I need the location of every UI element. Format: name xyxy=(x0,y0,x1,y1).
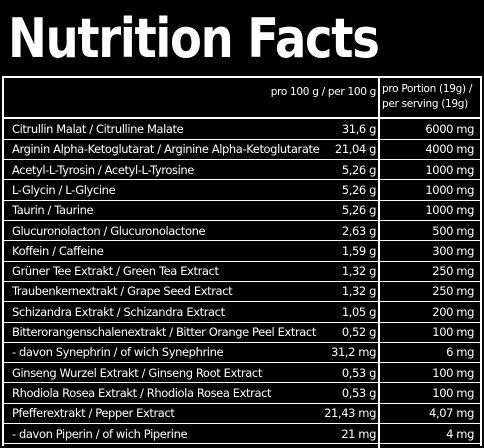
row-divider xyxy=(4,382,480,384)
header-divider xyxy=(4,117,480,119)
table-row: Glucuronolacton / Glucuronolactone 2,63 g… xyxy=(4,221,480,241)
amount-per-serving: 100 mg xyxy=(432,325,474,339)
table-row: - davon Synephrin / of wich Synephrine 31… xyxy=(4,342,480,362)
amount-per-100g: 21,43 mg xyxy=(324,406,376,421)
amount-per-100g: 1,32 g xyxy=(341,284,376,299)
table-row: Bitterorangenschalenextrakt / Bitter Ora… xyxy=(4,322,480,342)
ingredient-name: Traubenkernextrakt / Grape Seed Extract xyxy=(12,284,233,299)
row-divider xyxy=(4,402,480,404)
row-divider xyxy=(4,341,480,343)
ingredient-name: Acetyl-L-Tyrosin / Acetyl-L-Tyrosine xyxy=(12,162,194,177)
nutrition-table: pro 100 g / per 100 g pro Portion (19g) … xyxy=(2,76,482,448)
table-row: Arginin Alpha-Ketoglutarat / Arginine Al… xyxy=(4,139,480,159)
ingredient-name: Grüner Tee Extrakt / Green Tea Extract xyxy=(12,264,219,279)
amount-per-100g: 21 mg xyxy=(341,426,376,441)
row-divider xyxy=(4,260,480,262)
amount-per-serving: 100 mg xyxy=(432,365,474,380)
ingredient-name: - davon Piperin / of wich Piperine xyxy=(12,426,188,441)
row-divider xyxy=(4,240,480,242)
header-name-cell xyxy=(4,78,380,118)
ingredient-name: Pfefferextrakt / Pepper Extract xyxy=(12,406,175,421)
ingredient-name: L-Glycin / L-Glycine xyxy=(12,182,116,197)
ingredient-name: - davon Synephrin / of wich Synephrine xyxy=(12,345,224,360)
amount-per-serving: 1000 mg xyxy=(425,203,474,218)
row-divider xyxy=(4,199,480,201)
row-divider xyxy=(4,179,480,181)
amount-per-100g: 0,53 g xyxy=(341,385,376,400)
table-header: pro 100 g / per 100 g pro Portion (19g) … xyxy=(4,78,480,118)
header-per-serving-line1: pro Portion (19g) / xyxy=(382,83,473,95)
table-row: Koffein / Caffeine 1,59 g 300 mg xyxy=(4,241,480,261)
ingredient-name: Ginseng Wurzel Extrakt / Ginseng Root Ex… xyxy=(12,365,262,380)
amount-per-serving: 300 mg xyxy=(432,243,474,258)
amount-per-serving: 4,07 mg xyxy=(429,406,474,421)
ingredient-name: Glucuronolacton / Glucuronolactone xyxy=(12,223,206,238)
ingredient-name: Rhodiola Rosea Extrakt / Rhodiola Rosea … xyxy=(12,385,272,400)
amount-per-serving: 500 mg xyxy=(432,223,474,238)
row-divider xyxy=(4,280,480,282)
table-row: L-Glycin / L-Glycine 5,26 g 1000 mg xyxy=(4,180,480,200)
table-row: Citrullin Malat / Citrulline Malate 31,6 … xyxy=(4,119,480,139)
amount-per-100g: 5,26 g xyxy=(341,182,376,197)
amount-per-100g: 1,59 g xyxy=(341,243,376,258)
table-row: Schizandra Extrakt / Schizandra Extract 1… xyxy=(4,302,480,322)
row-divider xyxy=(4,138,480,140)
ingredient-name: Taurin / Taurine xyxy=(12,203,94,218)
row-divider xyxy=(4,159,480,161)
amount-per-serving: 4000 mg xyxy=(425,142,474,157)
amount-per-serving: 250 mg xyxy=(432,264,474,279)
table-row: Grüner Tee Extrakt / Green Tea Extract 1,… xyxy=(4,261,480,281)
ingredient-name: Citrullin Malat / Citrulline Malate xyxy=(12,122,184,136)
amount-per-serving: 250 mg xyxy=(432,284,474,299)
amount-per-100g: 5,26 g xyxy=(341,203,376,218)
row-divider xyxy=(4,321,480,323)
row-divider xyxy=(4,220,480,221)
table-row: Acetyl-L-Tyrosin / Acetyl-L-Tyrosine 5,26… xyxy=(4,160,480,180)
row-divider xyxy=(4,301,480,303)
amount-per-100g: 21,04 g xyxy=(334,142,376,157)
amount-per-serving: 100 mg xyxy=(432,385,474,400)
header-per-serving: pro Portion (19g) / per serving (19g) xyxy=(382,82,478,112)
header-per-serving-line2: per serving (19g) xyxy=(382,98,468,110)
amount-per-100g: 31,6 g xyxy=(341,122,376,136)
amount-per-100g: 0,53 g xyxy=(341,365,376,380)
amount-per-100g: 1,32 g xyxy=(341,264,376,279)
ingredient-name: Schizandra Extrakt / Schizandra Extract xyxy=(12,304,225,319)
table-row: - davon Piperin / of wich Piperine 21 mg 4… xyxy=(4,424,480,444)
amount-per-serving: 6 mg xyxy=(446,345,474,360)
row-divider xyxy=(4,443,480,445)
amount-per-serving: 4 mg xyxy=(446,426,474,441)
table-row: Pfefferextrakt / Pepper Extract 21,43 mg 4… xyxy=(4,403,480,423)
amount-per-serving: 1000 mg xyxy=(425,182,474,197)
amount-per-100g: 5,26 g xyxy=(341,162,376,177)
table-row: Traubenkernextrakt / Grape Seed Extract 1… xyxy=(4,281,480,301)
amount-per-100g: 1,05 g xyxy=(341,304,376,319)
amount-per-serving: 200 mg xyxy=(432,304,474,319)
header-per-100g: pro 100 g / per 100 g xyxy=(270,86,377,98)
amount-per-100g: 0,52 g xyxy=(341,325,376,339)
amount-per-serving: 1000 mg xyxy=(425,162,474,177)
table-row: Taurin / Taurine 5,26 g 1000 mg xyxy=(4,200,480,220)
ingredient-name: Bitterorangenschalenextrakt / Bitter Ora… xyxy=(12,325,316,339)
amount-per-serving: 6000 mg xyxy=(425,122,474,136)
amount-per-100g: 31,2 mg xyxy=(331,345,376,360)
ingredient-name: Arginin Alpha-Ketoglutarat / Arginine Al… xyxy=(12,142,320,157)
table-row: Ginseng Wurzel Extrakt / Ginseng Root Ex… xyxy=(4,363,480,383)
row-divider xyxy=(4,423,480,424)
column-divider xyxy=(378,78,380,448)
row-divider xyxy=(4,362,480,364)
amount-per-100g: 2,63 g xyxy=(341,223,376,238)
page-title: Nutrition Facts xyxy=(8,7,380,70)
ingredient-name: Koffein / Caffeine xyxy=(12,243,104,258)
table-row: Rhodiola Rosea Extrakt / Rhodiola Rosea … xyxy=(4,383,480,403)
